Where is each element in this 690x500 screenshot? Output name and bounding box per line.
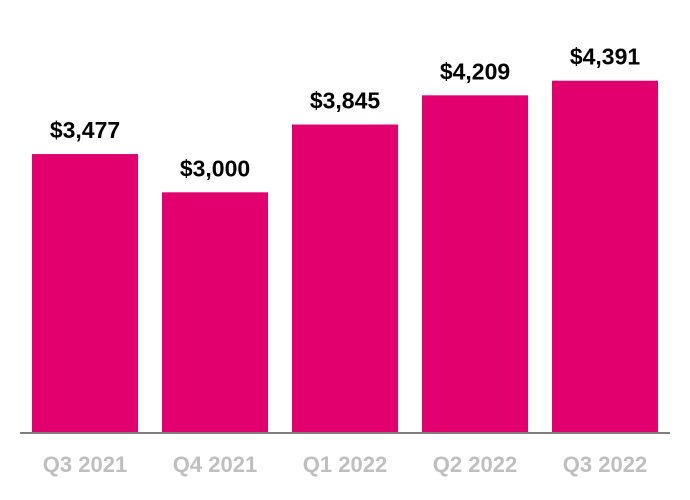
- x-tick-labels-group: Q3 2021 Q4 2021 Q1 2022 Q2 2022 Q3 2022: [43, 452, 647, 477]
- x-tick-label-q4-2021: Q4 2021: [173, 452, 257, 477]
- value-label-q2-2022: $4,209: [440, 58, 510, 84]
- bar-q3-2022: [552, 80, 658, 433]
- bar-q3-2021: [32, 154, 138, 433]
- bar-q2-2022: [422, 95, 528, 433]
- value-label-q1-2022: $3,845: [310, 88, 381, 114]
- x-tick-label-q1-2022: Q1 2022: [303, 452, 387, 477]
- bar-q1-2022: [292, 124, 398, 434]
- bar-q4-2021: [162, 192, 268, 433]
- x-tick-label-q3-2022: Q3 2022: [563, 452, 647, 477]
- x-tick-label-q2-2022: Q2 2022: [433, 452, 517, 477]
- value-label-q3-2021: $3,477: [50, 117, 120, 143]
- bars-group: [32, 80, 658, 434]
- x-tick-label-q3-2021: Q3 2021: [43, 452, 127, 477]
- value-label-q4-2021: $3,000: [180, 155, 250, 181]
- value-label-q3-2022: $4,391: [570, 44, 641, 70]
- value-labels-group: $3,477 $3,000 $3,845 $4,209 $4,391: [50, 44, 641, 182]
